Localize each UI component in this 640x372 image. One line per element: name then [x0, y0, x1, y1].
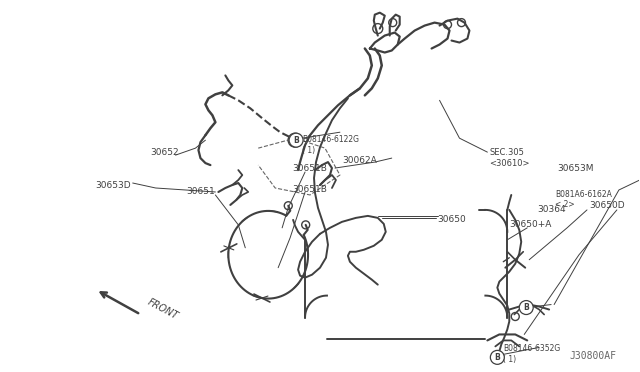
- Text: B: B: [293, 136, 299, 145]
- Text: 30652: 30652: [150, 148, 179, 157]
- Text: 30651: 30651: [187, 187, 216, 196]
- Text: 30364: 30364: [537, 205, 566, 214]
- Text: SEC.305
<30610>: SEC.305 <30610>: [490, 148, 530, 168]
- Text: B08146-6352G
( 1): B08146-6352G ( 1): [503, 344, 561, 364]
- Circle shape: [490, 350, 504, 364]
- Text: FRONT: FRONT: [146, 297, 180, 322]
- Text: 30651B: 30651B: [292, 164, 327, 173]
- Text: 30651B: 30651B: [292, 186, 327, 195]
- Circle shape: [492, 352, 503, 363]
- Text: J30800AF: J30800AF: [570, 351, 617, 361]
- Text: 30062A: 30062A: [342, 155, 377, 164]
- Text: 30650D: 30650D: [589, 201, 625, 211]
- Text: 30650+A: 30650+A: [509, 220, 552, 230]
- Text: B: B: [524, 303, 529, 312]
- Text: 30653D: 30653D: [95, 180, 131, 189]
- Circle shape: [519, 301, 533, 314]
- Circle shape: [288, 133, 302, 147]
- Text: 30653M: 30653M: [557, 164, 594, 173]
- Text: B081A6-6162A
< 2>: B081A6-6162A < 2>: [555, 190, 612, 209]
- Circle shape: [289, 133, 303, 147]
- Circle shape: [520, 302, 532, 314]
- Circle shape: [494, 355, 500, 360]
- Circle shape: [524, 305, 529, 311]
- Text: B: B: [495, 353, 500, 362]
- Text: B08146-6122G
( 1): B08146-6122G ( 1): [302, 135, 359, 155]
- Circle shape: [292, 137, 299, 144]
- Text: 30650: 30650: [438, 215, 467, 224]
